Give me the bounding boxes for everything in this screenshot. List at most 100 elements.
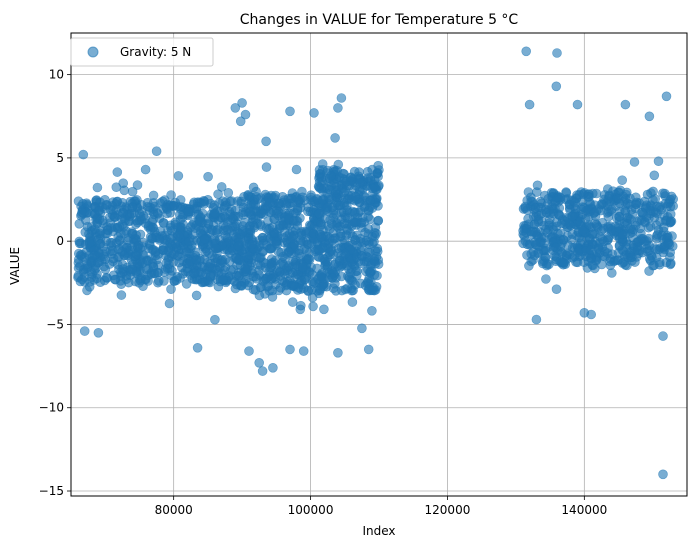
data-point <box>569 251 580 262</box>
data-point <box>95 228 105 239</box>
data-point <box>336 93 347 103</box>
data-point <box>223 188 234 198</box>
data-point <box>93 257 103 268</box>
data-point <box>116 267 126 278</box>
data-point <box>192 342 203 353</box>
data-point <box>367 305 377 316</box>
data-point <box>551 242 561 253</box>
data-point <box>101 272 112 283</box>
data-points <box>73 46 679 480</box>
data-point <box>91 195 101 206</box>
data-point <box>92 182 103 193</box>
data-point <box>100 264 111 275</box>
data-point <box>369 255 379 266</box>
chart-title: Changes in VALUE for Temperature 5 °C <box>240 12 519 28</box>
x-tick-label: 120000 <box>425 503 471 517</box>
data-point <box>275 282 286 293</box>
data-point <box>368 285 378 296</box>
data-point <box>79 326 90 336</box>
data-point <box>309 108 319 118</box>
data-point <box>145 224 156 235</box>
data-point <box>587 229 598 239</box>
data-point <box>333 103 343 113</box>
data-point <box>365 214 375 225</box>
data-point <box>154 276 164 286</box>
data-point <box>210 314 220 325</box>
data-point <box>262 281 272 292</box>
data-point <box>653 156 664 166</box>
data-point <box>316 173 327 183</box>
data-point <box>258 239 269 249</box>
data-point <box>189 197 199 208</box>
data-point <box>614 220 624 231</box>
data-point <box>101 200 111 210</box>
x-tick-label: 80000 <box>155 503 193 517</box>
data-point <box>285 106 295 117</box>
data-point <box>256 221 266 231</box>
plot-frame <box>70 32 688 497</box>
data-point <box>597 234 608 244</box>
data-point <box>586 309 597 320</box>
data-point <box>93 327 104 338</box>
data-point <box>268 227 279 238</box>
data-point <box>521 46 532 57</box>
data-point <box>77 207 87 218</box>
data-point <box>526 196 536 206</box>
data-point <box>268 362 278 373</box>
data-point <box>98 215 108 226</box>
data-point <box>233 241 243 251</box>
data-point <box>80 264 90 274</box>
data-point <box>174 230 184 241</box>
data-point <box>660 188 670 199</box>
data-point <box>544 259 554 270</box>
data-point <box>245 225 256 235</box>
data-point <box>211 243 221 254</box>
data-point <box>127 228 138 239</box>
data-point <box>254 252 264 263</box>
y-axis-label: VALUE <box>8 247 22 285</box>
data-point <box>295 304 306 315</box>
data-point <box>254 357 265 368</box>
data-point <box>661 91 672 102</box>
data-point <box>613 194 624 204</box>
data-point <box>266 274 277 284</box>
data-point <box>331 258 341 268</box>
data-point <box>341 224 352 234</box>
data-point <box>165 233 176 244</box>
data-point <box>548 222 558 232</box>
data-point <box>350 191 361 202</box>
data-point <box>78 149 89 160</box>
data-point <box>127 202 137 212</box>
data-point <box>533 214 544 225</box>
data-point <box>627 252 637 263</box>
data-point <box>668 194 679 204</box>
legend-label-series-1: Gravity: 5 N <box>120 45 191 59</box>
data-point <box>319 304 329 315</box>
data-point <box>81 198 92 208</box>
data-point <box>127 264 137 274</box>
data-point <box>524 260 534 271</box>
data-point <box>625 223 636 233</box>
data-point <box>137 258 148 269</box>
data-point <box>174 209 185 220</box>
data-point <box>94 206 104 216</box>
data-point <box>567 211 578 221</box>
data-point <box>332 221 343 231</box>
data-point <box>363 173 374 183</box>
data-point <box>257 366 268 376</box>
data-point <box>658 222 669 233</box>
data-point <box>243 190 253 200</box>
data-point <box>159 267 170 277</box>
data-point <box>261 162 272 172</box>
data-point <box>195 216 205 227</box>
data-point <box>632 217 643 227</box>
data-point <box>130 276 141 287</box>
data-point <box>297 262 308 273</box>
data-point <box>330 133 340 143</box>
data-point <box>244 346 254 356</box>
data-point <box>145 202 155 213</box>
data-point <box>275 267 285 278</box>
data-point <box>169 201 179 211</box>
data-point <box>144 239 155 249</box>
